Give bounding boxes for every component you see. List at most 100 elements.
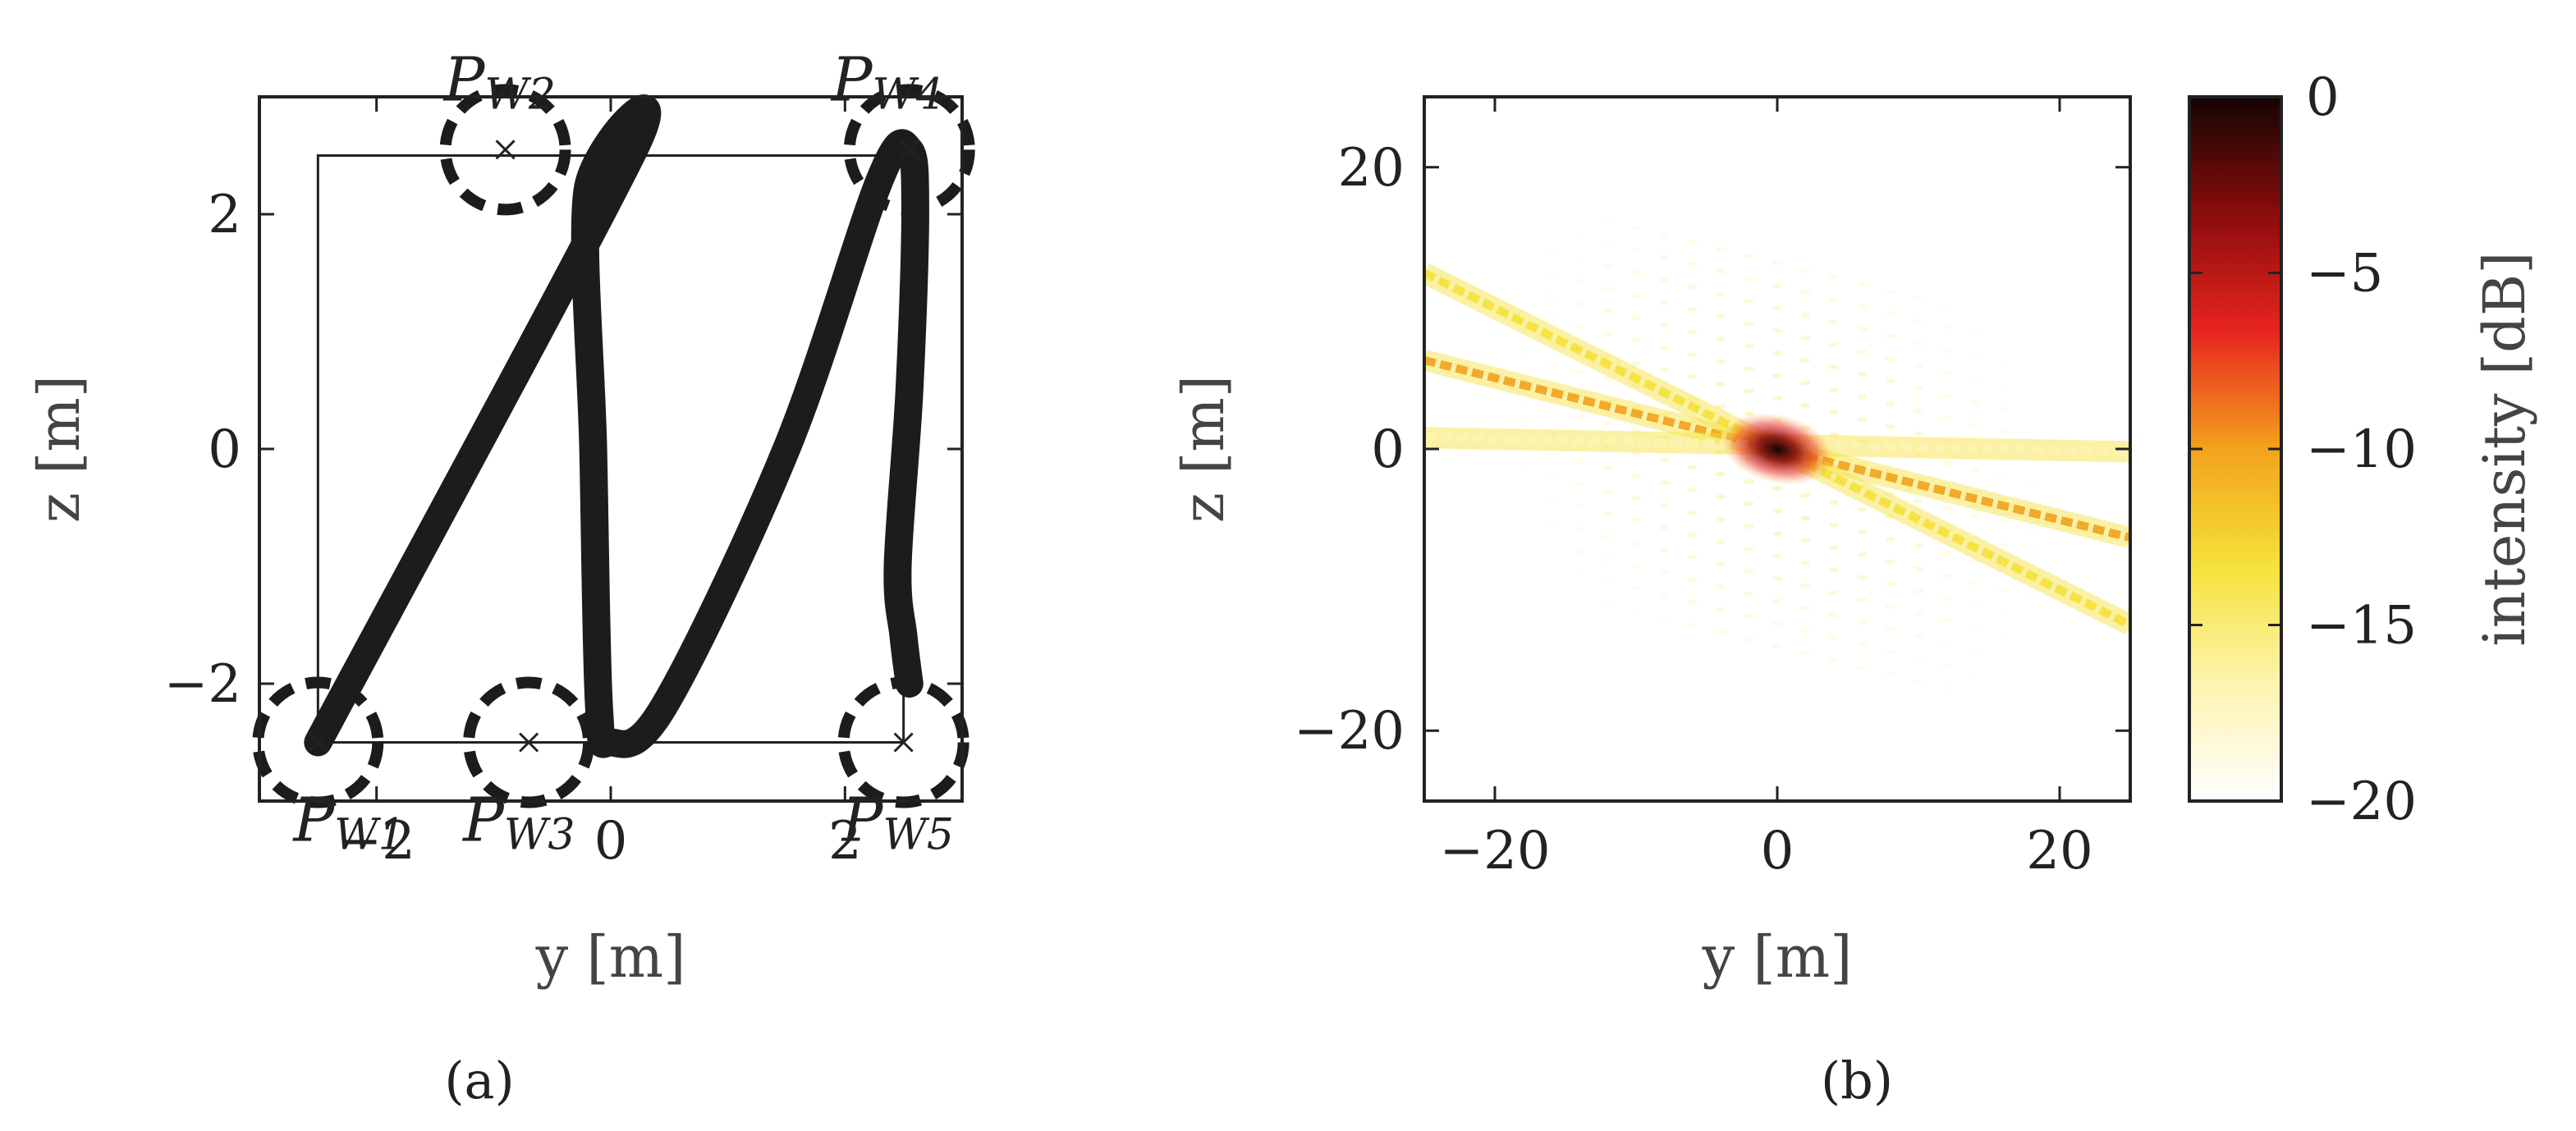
- sidelobe-speckle: [1574, 414, 1585, 419]
- sidelobe-speckle: [1716, 337, 1726, 342]
- sidelobe-speckle: [1574, 301, 1585, 307]
- sidelobe-speckle: [1744, 276, 1754, 282]
- sidelobe-speckle: [1828, 274, 1839, 280]
- sidelobe-speckle: [1914, 318, 1923, 323]
- sidelobe-speckle: [1716, 268, 1726, 274]
- panel-a-label: (a): [444, 1051, 514, 1110]
- sidelobe-speckle: [1998, 384, 2009, 390]
- sidelobe-speckle: [1969, 422, 1980, 428]
- colorbar-tick-label: −20: [2306, 772, 2417, 832]
- sidelobe-speckle: [1687, 329, 1698, 335]
- sidelobe-speckle: [1518, 400, 1529, 405]
- y-tick-label-b: 0: [1371, 419, 1405, 480]
- sidelobe-speckle: [1687, 352, 1698, 358]
- sidelobe-speckle: [1941, 437, 1952, 443]
- sidelobe-speckle: [1546, 520, 1556, 525]
- sidelobe-speckle: [1574, 571, 1585, 577]
- sidelobe-speckle: [1828, 634, 1839, 640]
- waypoint-marker-w5: [893, 732, 914, 753]
- sidelobe-speckle: [1800, 605, 1811, 611]
- sidelobe-speckle: [1772, 327, 1782, 333]
- sidelobe-speckle: [1687, 532, 1698, 538]
- sidelobe-speckle: [1998, 520, 2009, 525]
- sidelobe-speckle: [1800, 515, 1811, 521]
- sidelobe-speckle: [1941, 618, 1952, 624]
- sidelobe-speckle: [1772, 486, 1782, 492]
- panel-a-ylabel: z [m]: [25, 375, 93, 523]
- sidelobe-speckle: [1828, 432, 1839, 437]
- sidelobe-speckle: [1998, 362, 2009, 368]
- sidelobe-speckle: [1659, 277, 1670, 283]
- sidelobe-speckle: [1914, 679, 1923, 685]
- sidelobe-speckle: [1857, 664, 1868, 670]
- sidelobe-speckle: [1546, 429, 1556, 435]
- sidelobe-speckle: [1602, 601, 1613, 607]
- sidelobe-speckle: [1914, 341, 1923, 346]
- sidelobe-speckle: [1857, 575, 1868, 580]
- sidelobe-speckle: [1828, 612, 1839, 618]
- sidelobe-speckle: [1659, 232, 1670, 238]
- sidelobe-speckle: [1659, 547, 1670, 553]
- sidelobe-speckle: [1716, 494, 1726, 500]
- sidelobe-speckle: [1828, 522, 1839, 528]
- sidelobe-speckle: [1716, 516, 1726, 522]
- sidelobe-speckle: [1800, 402, 1811, 408]
- sidelobe-speckle: [1687, 374, 1698, 380]
- sidelobe-speckle: [1546, 339, 1556, 345]
- sidelobe-speckle: [1716, 359, 1726, 364]
- sidelobe-speckle: [1687, 600, 1698, 606]
- sidelobe-speckle: [1800, 492, 1811, 498]
- sidelobe-speckle: [1800, 650, 1811, 656]
- sidelobe-speckle: [1602, 353, 1613, 359]
- sidelobe-speckle: [2026, 504, 2037, 510]
- sidelobe-speckle: [1800, 628, 1811, 634]
- sidelobe-speckle: [1574, 233, 1585, 239]
- sidelobe-speckle: [1857, 416, 1868, 422]
- sidelobe-speckle: [1941, 370, 1952, 376]
- sidelobe-speckle: [1885, 536, 1895, 542]
- sidelobe-speckle: [1631, 337, 1641, 343]
- sidelobe-speckle: [1772, 530, 1782, 536]
- x-tick-label-b: 0: [1761, 821, 1794, 881]
- x-tick-label-b: 20: [2026, 821, 2092, 881]
- sidelobe-speckle: [1857, 642, 1868, 648]
- sidelobe-speckle: [1828, 500, 1839, 506]
- y-tick-label-a: 2: [208, 185, 241, 245]
- sidelobe-speckle: [1772, 350, 1782, 356]
- sidelobe-speckle: [1969, 400, 1980, 405]
- sidelobe-speckle: [1631, 225, 1641, 231]
- sidelobe-speckle: [1772, 373, 1782, 378]
- sidelobe-speckle: [1885, 671, 1895, 677]
- sidelobe-speckle: [1687, 577, 1698, 583]
- trajectory-line: [304, 94, 929, 758]
- sidelobe-speckle: [1744, 501, 1754, 506]
- sidelobe-speckle: [1914, 588, 1923, 594]
- panel-b: −20 0 20 −20 0 20 y [m] z [m] (b) 0 −5 −10 −15 −2…: [1170, 67, 2538, 1110]
- sidelobe-speckle: [1659, 345, 1670, 350]
- sidelobe-speckle: [1857, 349, 1868, 355]
- sidelobe-speckle: [1772, 643, 1782, 649]
- sidelobe-speckle: [1828, 297, 1839, 303]
- x-tick-label-a: 2: [828, 811, 862, 872]
- sidelobe-speckle: [1687, 622, 1698, 628]
- sidelobe-speckle: [1800, 583, 1811, 588]
- sidelobe-speckle: [1857, 327, 1868, 332]
- sidelobe-speckle: [1659, 322, 1670, 327]
- sidelobe-speckle: [1716, 539, 1726, 545]
- sidelobe-speckle: [1602, 286, 1613, 291]
- sidelobe-speckle: [1574, 549, 1585, 555]
- sidelobe-speckle: [1800, 335, 1811, 341]
- sidelobe-speckle: [2026, 459, 2037, 465]
- sidelobe-speckle: [1885, 356, 1895, 362]
- sidelobe-speckle: [1744, 343, 1754, 349]
- sidelobe-speckle: [1857, 597, 1868, 602]
- colorbar-tick-label: −10: [2306, 419, 2417, 480]
- sidelobe-speckle: [1885, 581, 1895, 587]
- sidelobe-speckle: [1687, 239, 1698, 245]
- x-tick-label-a: 0: [594, 811, 628, 872]
- sidelobe-speckle: [1800, 560, 1811, 566]
- sidelobe-speckle: [1574, 504, 1585, 510]
- sidelobe-speckle: [1602, 263, 1613, 268]
- sidelobe-speckle: [1914, 656, 1923, 662]
- sidelobe-speckle: [1602, 331, 1613, 337]
